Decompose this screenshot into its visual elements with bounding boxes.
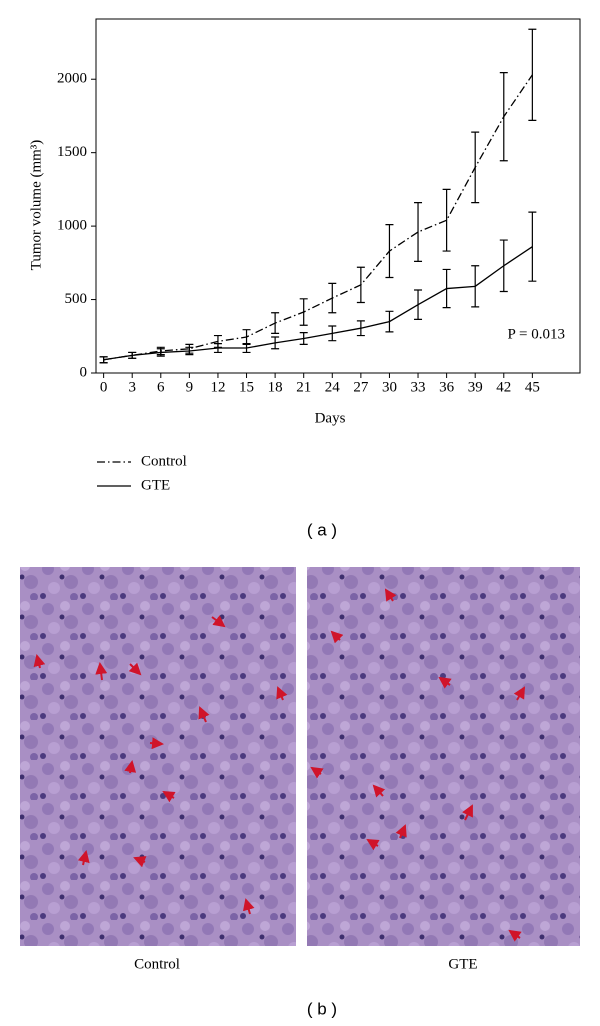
x-tick-label: 39	[468, 379, 483, 395]
x-tick-label: 12	[210, 379, 225, 395]
histology-image	[20, 567, 296, 946]
x-tick-label: 42	[496, 379, 511, 395]
x-tick-label: 3	[128, 379, 136, 395]
error-bar	[99, 356, 108, 364]
x-tick-label: 15	[239, 379, 254, 395]
error-bar	[414, 289, 423, 320]
x-tick-label: 24	[325, 379, 341, 395]
error-bar	[299, 332, 308, 345]
y-axis-label: Tumor volume (mm³)	[28, 140, 44, 271]
y-tick-label: 1000	[57, 218, 87, 234]
legend-label: GTE	[141, 477, 170, 493]
y-tick-label: 500	[65, 291, 88, 307]
error-bar	[242, 343, 251, 354]
x-tick-label: 21	[296, 379, 311, 395]
error-bar	[385, 224, 394, 279]
x-tick-label: 0	[100, 379, 108, 395]
error-bar	[271, 336, 280, 350]
x-axis-label: Days	[315, 410, 346, 426]
series-line	[103, 246, 533, 361]
x-tick-label: 27	[353, 379, 369, 395]
legend-label: Control	[141, 453, 187, 469]
x-tick-label: 45	[525, 379, 540, 395]
x-tick-label: 6	[157, 379, 165, 395]
error-bar	[356, 320, 365, 337]
x-tick-label: 33	[411, 379, 426, 395]
x-tick-label: 36	[439, 379, 455, 395]
image-label: GTE	[448, 956, 477, 972]
error-bar	[156, 348, 165, 357]
y-tick-label: 0	[80, 364, 88, 380]
image-label: Control	[134, 956, 180, 972]
error-bar	[271, 312, 280, 334]
error-bar	[356, 266, 365, 304]
error-bar	[499, 72, 508, 162]
error-bar	[414, 202, 423, 262]
error-bar	[128, 351, 137, 359]
error-bar	[499, 239, 508, 293]
x-tick-label: 18	[268, 379, 283, 395]
annotation: P = 0.013	[508, 326, 566, 342]
error-bar	[299, 298, 308, 326]
error-bar	[442, 188, 451, 252]
error-bar	[213, 343, 222, 354]
error-bar	[528, 28, 537, 121]
y-tick-label: 2000	[57, 71, 87, 87]
error-bar	[528, 211, 537, 282]
error-bar	[328, 325, 337, 342]
histology-image	[307, 567, 580, 946]
plot-frame	[95, 18, 581, 374]
arrows	[33, 588, 526, 942]
error-bar	[442, 268, 451, 309]
x-tick-label: 9	[186, 379, 194, 395]
panel-label: ( a )	[307, 520, 337, 539]
error-bar	[328, 282, 337, 314]
x-tick-label: 30	[382, 379, 397, 395]
series-line	[103, 74, 533, 361]
panel-label: ( b )	[307, 999, 337, 1018]
error-bar	[471, 131, 480, 204]
error-bar	[185, 346, 194, 356]
error-bar	[385, 310, 394, 333]
error-bar	[471, 265, 480, 308]
y-tick-label: 1500	[57, 144, 87, 160]
